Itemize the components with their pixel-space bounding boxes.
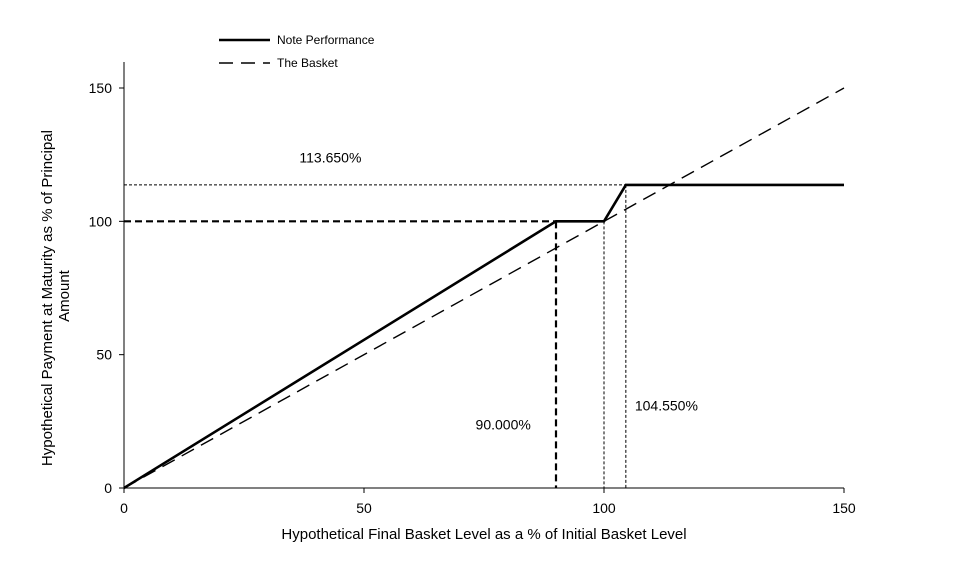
y-tick-label: 100 bbox=[89, 213, 113, 229]
legend-label: Note Performance bbox=[277, 33, 375, 47]
legend: Note Performance The Basket bbox=[219, 33, 375, 70]
annotation-label: 113.650% bbox=[299, 150, 361, 166]
y-tick-label: 50 bbox=[96, 347, 112, 363]
x-tick-label: 50 bbox=[356, 500, 372, 516]
annotations: 113.650% 90.000% 104.550% bbox=[299, 150, 698, 433]
series-lines bbox=[123, 87, 845, 490]
annotation-label: 104.550% bbox=[635, 398, 698, 414]
y-tick-label: 150 bbox=[89, 80, 113, 96]
y-axis-label: Hypothetical Payment at Maturity as % of… bbox=[39, 126, 73, 466]
y-tick-label: 0 bbox=[104, 480, 112, 496]
y-axis-label-line-2: Amount bbox=[56, 269, 73, 322]
y-axis-label-line-1: Hypothetical Payment at Maturity as % of… bbox=[39, 130, 56, 466]
x-tick-label: 150 bbox=[832, 500, 856, 516]
x-tick-label: 100 bbox=[592, 500, 616, 516]
axes bbox=[119, 62, 845, 493]
x-tick-label: 0 bbox=[120, 500, 128, 516]
legend-label: The Basket bbox=[277, 56, 338, 70]
note-performance-line bbox=[123, 183, 844, 490]
tick-labels: 0 50 100 150 0 50 100 150 bbox=[89, 80, 856, 516]
basket-line bbox=[123, 87, 845, 489]
reference-lines bbox=[124, 184, 627, 488]
annotation-label: 90.000% bbox=[476, 416, 531, 432]
x-axis-label: Hypothetical Final Basket Level as a % o… bbox=[281, 526, 686, 543]
